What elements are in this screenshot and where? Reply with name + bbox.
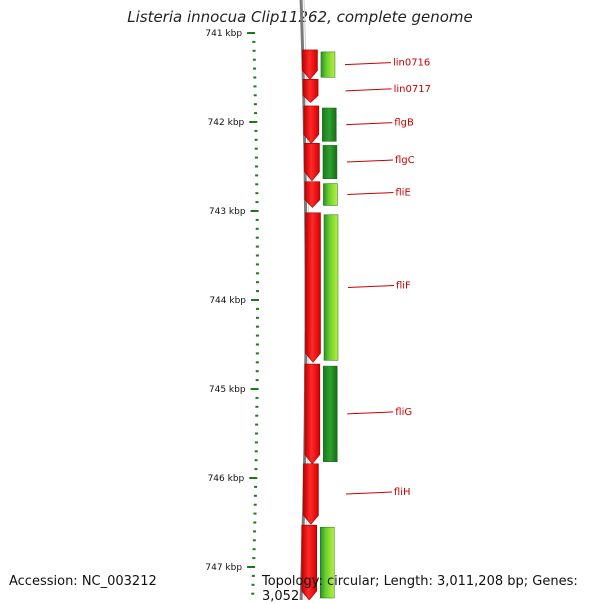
gene-arrow [302, 78, 319, 103]
gene-label: lin0717 [394, 84, 431, 95]
scale-tick-label: 745 kbp [209, 385, 246, 395]
accession-text: Accession: NC_003212 [9, 574, 157, 589]
gene-arrow [301, 524, 318, 600]
gene-label: fliE [395, 188, 410, 199]
gene-label: lin0716 [393, 58, 430, 69]
gene-label-line [346, 159, 393, 163]
scale-tick-label: 744 kbp [209, 296, 246, 306]
gene-label-line [344, 62, 391, 66]
gene-homology-block [320, 51, 336, 78]
scale-tick-label: 747 kbp [205, 563, 242, 573]
gene-label: flgB [394, 118, 414, 129]
gene-label-line [345, 88, 392, 92]
gene-homology-block [322, 145, 338, 179]
gene-homology-block [323, 214, 339, 361]
gene-label: fliG [395, 407, 412, 418]
gene-arrow [304, 363, 321, 465]
scale-tick-label: 741 kbp [205, 29, 242, 39]
gene-label: fliF [396, 281, 411, 292]
scale-tick-label: 746 kbp [208, 474, 245, 484]
map-title: Listeria innocua Clip11262, complete gen… [127, 8, 473, 26]
gene-label-line [347, 192, 394, 196]
gene-arrow [303, 463, 319, 525]
scale-tick-label: 743 kbp [209, 207, 246, 217]
gene-arrow [302, 49, 318, 80]
gene-label-line [345, 491, 392, 495]
gene-label: fliH [394, 487, 411, 498]
gene-arrow [303, 105, 320, 144]
gene-arrow [304, 181, 321, 208]
gene-homology-block [322, 107, 337, 142]
gene-arrow [304, 143, 320, 182]
gene-label-line [347, 285, 395, 289]
scale-tick-label: 742 kbp [208, 118, 245, 128]
gene-homology-block [323, 183, 338, 206]
gene-label-line [347, 411, 394, 415]
gene-homology-block [319, 526, 335, 599]
gene-arrow [305, 212, 321, 363]
gene-label-line [346, 122, 393, 126]
gene-homology-block [323, 365, 338, 463]
gene-label: flgC [395, 155, 415, 166]
